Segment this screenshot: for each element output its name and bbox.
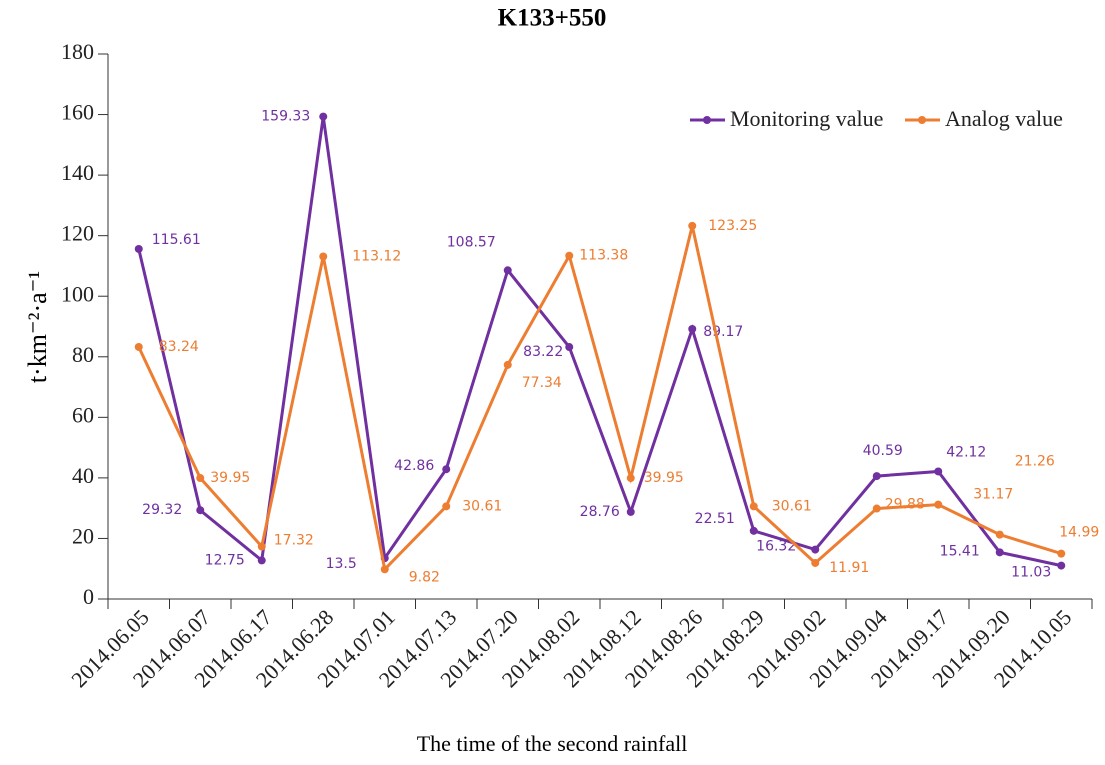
legend-label: Monitoring value [730, 106, 883, 131]
data-point [1057, 561, 1066, 570]
data-point [565, 251, 574, 260]
y-tick-label: 120 [61, 221, 94, 246]
data-label: 28.76 [580, 504, 620, 520]
data-label: 77.34 [522, 375, 562, 391]
data-point [811, 558, 820, 567]
x-axis-label: The time of the second rainfall [417, 731, 688, 756]
data-point [442, 465, 451, 474]
data-point [257, 556, 266, 565]
data-label: 29.88 [885, 497, 925, 513]
legend-marker [918, 116, 926, 124]
data-point [934, 500, 943, 509]
data-point [565, 343, 574, 352]
data-label: 113.12 [352, 248, 401, 264]
y-tick-label: 100 [61, 281, 94, 306]
y-tick-label: 80 [72, 342, 94, 367]
data-label: 39.95 [644, 470, 684, 486]
data-label: 30.61 [772, 498, 812, 514]
data-point [626, 474, 635, 483]
y-axis-label: t·km⁻²·a⁻¹ [23, 271, 52, 383]
data-label: 83.22 [523, 344, 563, 360]
chart-title: K133+550 [498, 5, 607, 32]
data-label: 40.59 [863, 443, 903, 459]
data-label: 83.24 [159, 339, 199, 355]
data-label: 12.75 [205, 552, 245, 568]
data-point [319, 252, 328, 261]
data-point [380, 565, 389, 574]
data-label: 22.51 [695, 511, 735, 527]
data-point [688, 221, 697, 230]
data-label: 115.61 [152, 232, 201, 248]
data-label: 89.17 [703, 324, 743, 340]
data-point [995, 548, 1004, 557]
data-label: 123.25 [708, 218, 757, 234]
data-point [749, 502, 758, 511]
legend-marker [703, 116, 711, 124]
y-tick-label: 180 [61, 39, 94, 64]
data-label: 42.12 [946, 444, 986, 460]
data-point [257, 542, 266, 551]
data-point [626, 507, 635, 516]
data-point [995, 530, 1004, 539]
y-tick-label: 140 [61, 160, 94, 185]
y-tick-label: 160 [61, 100, 94, 125]
series-line [137, 116, 1062, 568]
data-point [503, 266, 512, 275]
data-label: 14.99 [1059, 525, 1099, 541]
data-label: 21.26 [1015, 454, 1055, 470]
data-label: 39.95 [210, 470, 250, 486]
legend-label: Analog value [945, 106, 1063, 131]
data-label: 9.82 [409, 569, 440, 585]
data-point [134, 342, 143, 351]
data-label: 13.5 [326, 556, 357, 572]
data-point [1057, 549, 1066, 558]
y-tick-label: 0 [83, 584, 94, 609]
data-label: 30.61 [462, 498, 502, 514]
data-point [872, 504, 881, 513]
data-point [196, 506, 205, 515]
data-label: 17.32 [274, 533, 314, 549]
data-label: 11.03 [1011, 565, 1051, 581]
data-point [134, 244, 143, 253]
data-point [811, 545, 820, 554]
y-tick-label: 40 [72, 463, 94, 488]
data-label: 31.17 [973, 487, 1013, 503]
data-point [688, 325, 697, 334]
y-tick-label: 60 [72, 402, 94, 427]
data-label: 159.33 [261, 109, 310, 125]
data-label: 108.57 [447, 234, 496, 250]
series-line [137, 225, 1062, 573]
data-label: 11.91 [829, 560, 869, 576]
data-label: 113.38 [579, 248, 628, 264]
data-label: 15.41 [940, 543, 980, 559]
data-label: 42.86 [394, 458, 434, 474]
data-point [196, 474, 205, 483]
data-point [503, 360, 512, 369]
data-label: 16.32 [756, 539, 796, 555]
data-point [872, 472, 881, 481]
data-point [442, 502, 451, 511]
data-label: 29.32 [142, 502, 182, 518]
data-point [319, 112, 328, 121]
data-point [749, 526, 758, 535]
data-point [934, 467, 943, 476]
y-tick-label: 20 [72, 523, 94, 548]
